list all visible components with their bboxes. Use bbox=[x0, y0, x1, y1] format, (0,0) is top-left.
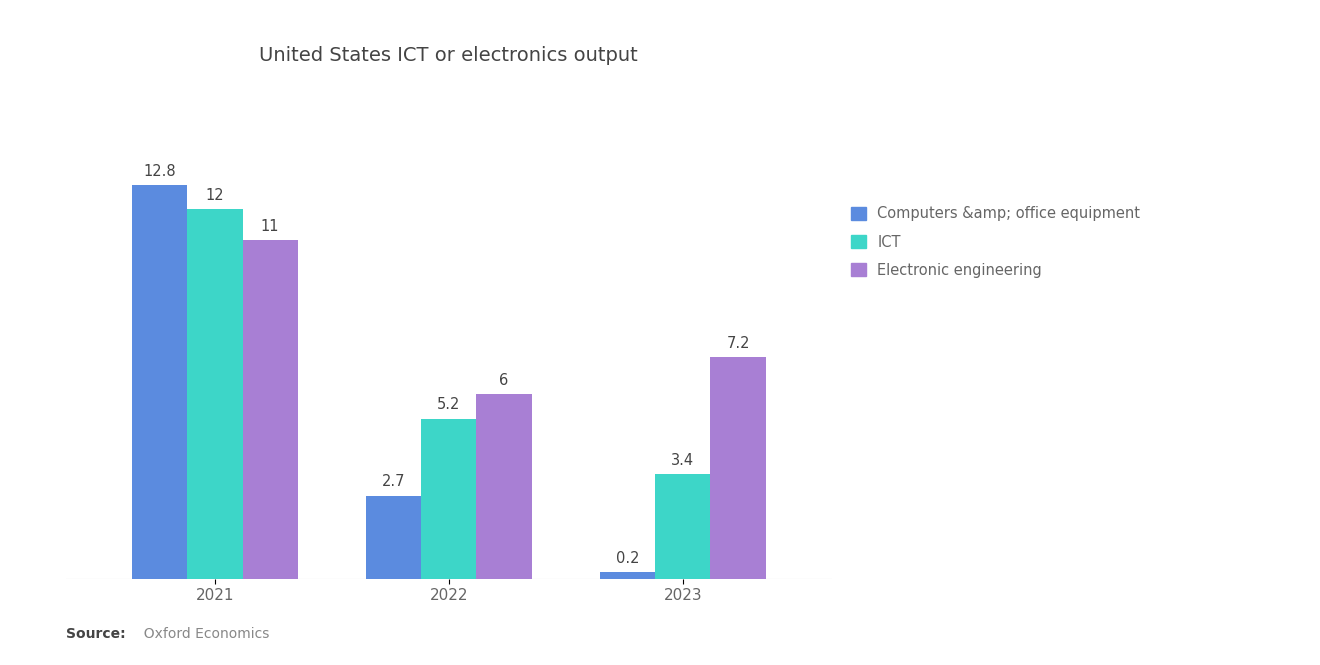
Text: 7.2: 7.2 bbox=[726, 336, 750, 351]
Bar bbox=[187, 209, 243, 579]
Text: 5.2: 5.2 bbox=[437, 398, 461, 412]
Bar bbox=[243, 240, 298, 579]
Text: 6: 6 bbox=[499, 373, 508, 388]
Bar bbox=[477, 394, 532, 579]
Bar bbox=[710, 357, 766, 579]
Text: 11: 11 bbox=[261, 219, 280, 234]
Text: 3.4: 3.4 bbox=[671, 453, 694, 468]
Text: Source:: Source: bbox=[66, 627, 125, 642]
Bar bbox=[132, 185, 187, 579]
Bar bbox=[366, 495, 421, 579]
Title: United States ICT or electronics output: United States ICT or electronics output bbox=[260, 47, 638, 65]
Text: 0.2: 0.2 bbox=[615, 551, 639, 567]
Text: 12.8: 12.8 bbox=[144, 164, 176, 179]
Legend: Computers &amp; office equipment, ICT, Electronic engineering: Computers &amp; office equipment, ICT, E… bbox=[846, 202, 1144, 282]
Bar bbox=[421, 419, 477, 579]
Text: 2.7: 2.7 bbox=[381, 474, 405, 489]
Bar bbox=[599, 573, 655, 579]
Text: Oxford Economics: Oxford Economics bbox=[135, 627, 269, 642]
Text: 12: 12 bbox=[206, 188, 224, 203]
Bar bbox=[655, 474, 710, 579]
